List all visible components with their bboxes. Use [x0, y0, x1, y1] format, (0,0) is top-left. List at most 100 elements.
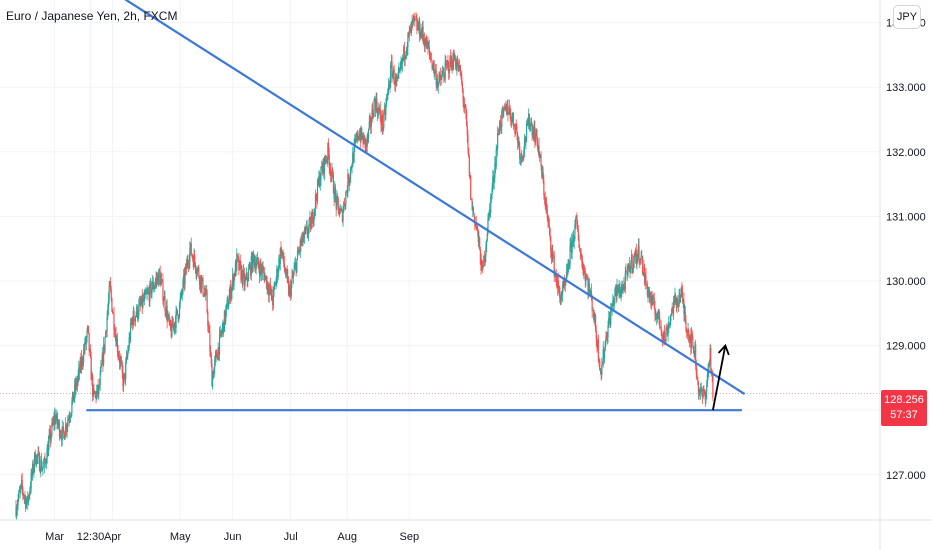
candle-body — [453, 53, 455, 61]
candle — [287, 276, 290, 297]
candle — [116, 332, 119, 358]
candle-body — [637, 245, 639, 256]
candle-body — [486, 233, 488, 241]
candle-body — [259, 263, 261, 277]
candle-body — [510, 121, 513, 123]
candle — [59, 429, 61, 439]
candle — [451, 51, 453, 74]
candle — [225, 305, 227, 325]
candle — [314, 208, 316, 219]
candle — [236, 248, 238, 276]
candle — [601, 357, 603, 379]
candle-body — [118, 354, 120, 358]
bar-countdown: 57:37 — [890, 409, 918, 421]
candle-body — [654, 307, 656, 315]
grid — [0, 0, 880, 520]
candle — [298, 248, 300, 256]
candle — [408, 31, 410, 38]
candle — [540, 151, 542, 171]
candle — [301, 233, 303, 246]
candle-body — [40, 459, 42, 472]
candle-body — [299, 239, 301, 251]
candle-body — [485, 240, 488, 246]
candle-body — [329, 167, 331, 169]
candle-body — [145, 293, 148, 295]
candle-body — [670, 314, 672, 322]
candle-body — [393, 69, 395, 84]
candle — [430, 52, 432, 61]
candle — [657, 311, 659, 324]
candle — [176, 309, 179, 316]
candle — [281, 250, 283, 259]
candle — [149, 280, 151, 308]
candle-body — [685, 320, 687, 331]
candle-body — [536, 129, 538, 141]
candle — [450, 55, 452, 71]
candle — [178, 315, 180, 323]
candle — [534, 120, 536, 149]
candle-body — [543, 180, 545, 195]
candle — [104, 336, 106, 354]
candle-body — [693, 352, 695, 357]
candle — [259, 259, 261, 281]
candle — [177, 313, 179, 324]
candle — [683, 292, 685, 322]
candle — [445, 59, 448, 71]
candle-body — [183, 274, 185, 281]
candle — [149, 277, 152, 288]
candle — [505, 100, 507, 112]
candle — [563, 280, 565, 289]
candle — [697, 376, 699, 386]
candle — [601, 361, 604, 366]
candle-body — [550, 236, 552, 251]
candle-body — [181, 291, 183, 294]
candle — [443, 67, 445, 83]
candle — [618, 280, 620, 299]
candle-body — [669, 321, 671, 323]
candle — [487, 213, 489, 236]
candle — [694, 341, 696, 358]
candle-body — [566, 265, 568, 271]
candle-body — [229, 286, 232, 300]
candle — [227, 299, 230, 310]
candle-body — [127, 348, 130, 352]
candle — [107, 303, 109, 321]
candle — [695, 339, 697, 371]
candle-body — [682, 300, 684, 302]
candle-body — [621, 287, 623, 293]
candle-body — [633, 255, 635, 262]
candle-body — [641, 256, 644, 274]
candle-body — [165, 305, 168, 315]
candle — [682, 298, 684, 309]
candle — [281, 246, 283, 259]
candle — [265, 275, 268, 290]
candle-body — [164, 296, 166, 311]
candle — [243, 267, 245, 292]
candle — [118, 350, 121, 370]
candle — [660, 320, 662, 337]
candle — [396, 75, 399, 82]
candle — [442, 66, 444, 73]
candle — [561, 281, 564, 302]
candle — [176, 307, 178, 316]
candle — [31, 460, 34, 481]
candle-body — [117, 351, 119, 355]
candle — [570, 236, 572, 252]
candle-body — [280, 248, 282, 256]
candle-body — [587, 280, 589, 293]
candle-body — [317, 180, 319, 184]
candle — [657, 309, 659, 320]
candle-body — [133, 310, 135, 320]
candle-body — [409, 27, 411, 32]
candle-body — [556, 281, 558, 289]
candle — [159, 265, 161, 288]
candle — [75, 375, 77, 395]
candle — [539, 153, 541, 159]
candle-body — [72, 392, 74, 402]
candle-body — [388, 84, 390, 89]
candle-body — [69, 416, 72, 419]
currency-button[interactable]: JPY — [893, 5, 921, 29]
candle — [386, 92, 388, 101]
candle-body — [400, 60, 402, 69]
